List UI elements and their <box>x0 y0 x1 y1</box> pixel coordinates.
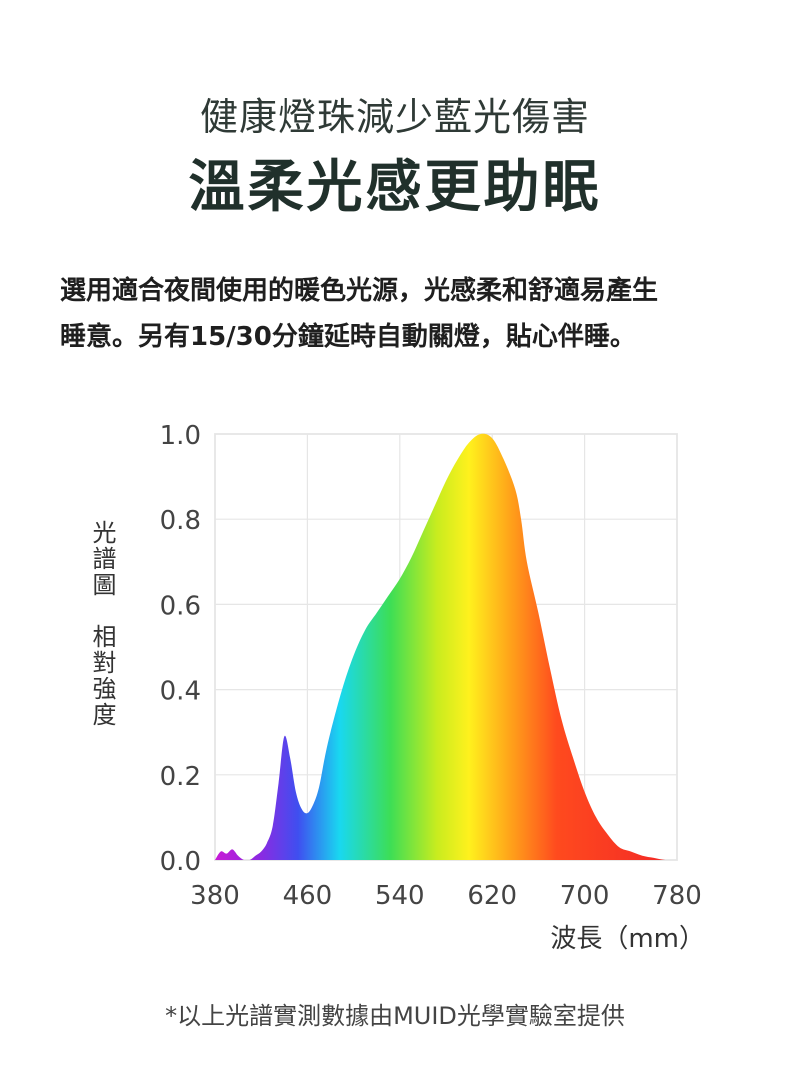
description-line-1: 選用適合夜間使用的暖色光源，光感柔和舒適易產生 <box>60 276 659 306</box>
y-axis-label-part-1: 光譜圖 <box>88 520 116 598</box>
y-tick-label: 0.2 <box>160 762 201 792</box>
footnote: *以上光譜實測數據由MUID光學實驗室提供 <box>165 1002 625 1030</box>
spectrum-chart: 0.0 0.2 0.4 0.6 0.8 1.0 380 460 540 620 700 780 <box>0 380 790 980</box>
x-tick-label: 460 <box>283 881 333 911</box>
y-tick-label: 0.8 <box>160 506 201 536</box>
x-tick-label: 780 <box>652 881 702 911</box>
description-line-2: 睡意。另有15/30分鐘延時自動關燈，貼心伴睡。 <box>60 322 636 352</box>
y-tick-label: 0.0 <box>160 847 201 877</box>
x-tick-label: 700 <box>560 881 610 911</box>
description: 選用適合夜間使用的暖色光源，光感柔和舒適易產生 睡意。另有15/30分鐘延時自動… <box>60 268 750 360</box>
x-tick-label: 380 <box>190 881 240 911</box>
y-axis-label: 光譜圖 相對強度 <box>72 520 132 750</box>
y-tick-label: 1.0 <box>160 421 201 451</box>
y-tick-label: 0.4 <box>160 677 201 707</box>
subtitle: 健康燈珠減少藍光傷害 <box>199 95 590 139</box>
y-tick-label: 0.6 <box>160 591 201 621</box>
x-tick-label: 620 <box>467 881 517 911</box>
spectrum-area <box>215 433 677 860</box>
x-tick-label: 540 <box>375 881 425 911</box>
spectrum-chart-svg: 0.0 0.2 0.4 0.6 0.8 1.0 380 460 540 620 700 780 <box>160 421 702 911</box>
page-title: 溫柔光感更助眠 <box>188 155 602 220</box>
x-axis-label: 波長（mm） <box>550 924 705 954</box>
y-axis-label-part-2: 相對強度 <box>88 624 116 728</box>
